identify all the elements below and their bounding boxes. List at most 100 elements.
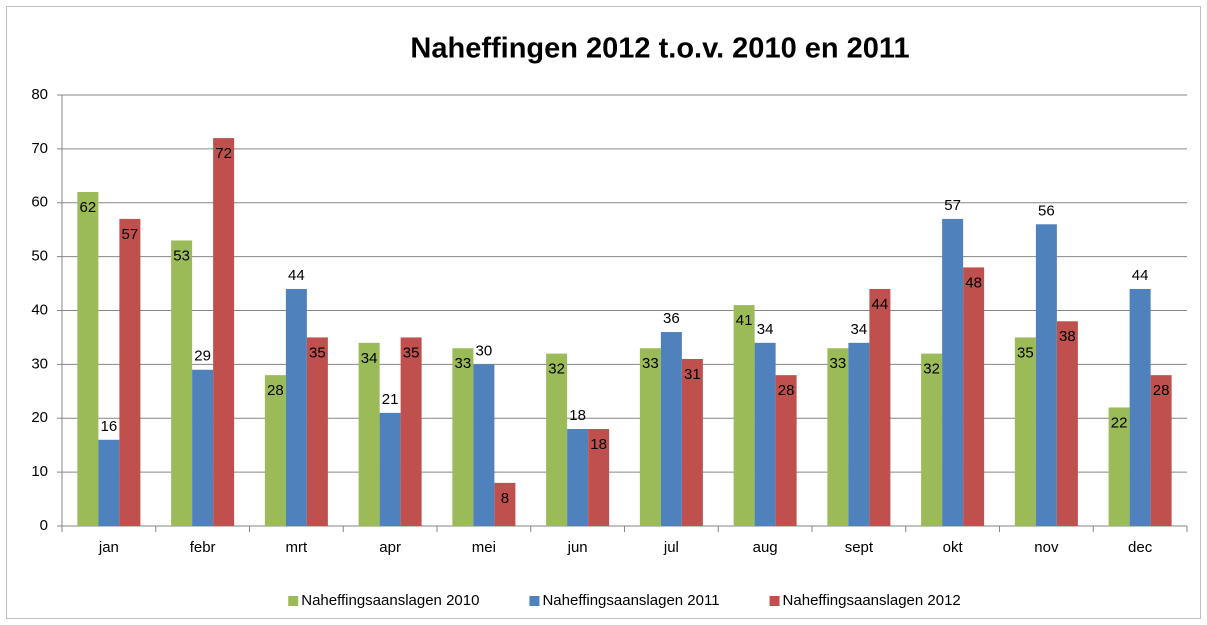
bar xyxy=(285,288,307,526)
bar xyxy=(775,375,797,526)
x-tick-label: jul xyxy=(663,539,679,556)
bar xyxy=(452,348,474,526)
y-tick-label: 50 xyxy=(31,248,48,265)
legend-swatch xyxy=(288,596,299,606)
legend-swatch xyxy=(769,596,780,606)
bar xyxy=(942,218,964,526)
x-tick-label: jan xyxy=(98,539,119,556)
bar xyxy=(213,138,235,526)
legend-label: Naheffingsaanslagen 2011 xyxy=(542,592,719,609)
y-tick-label: 40 xyxy=(31,301,48,318)
bar xyxy=(358,342,380,526)
bar xyxy=(660,332,682,526)
bar xyxy=(588,429,610,526)
data-label: 22 xyxy=(1111,414,1128,431)
bar xyxy=(754,342,776,526)
data-label: 44 xyxy=(288,267,305,284)
chart-title: Naheffingen 2012 t.o.v. 2010 en 2011 xyxy=(410,33,909,65)
data-label: 38 xyxy=(1059,328,1076,345)
x-tick-label: aug xyxy=(753,539,778,556)
legend-label: Naheffingsaanslagen 2010 xyxy=(301,592,479,609)
data-label: 8 xyxy=(501,490,509,507)
x-tick-label: febr xyxy=(190,539,216,556)
bar xyxy=(379,412,401,526)
data-label: 41 xyxy=(736,312,753,329)
x-tick-label: mrt xyxy=(286,539,308,556)
bar xyxy=(119,218,141,526)
data-label: 35 xyxy=(309,344,326,361)
y-tick-label: 80 xyxy=(31,86,48,103)
x-tick-label: dec xyxy=(1128,539,1153,556)
x-tick-label: sept xyxy=(845,539,874,556)
bar xyxy=(98,439,120,526)
bar xyxy=(1035,224,1057,527)
data-label: 28 xyxy=(778,382,795,399)
data-label: 33 xyxy=(642,355,659,372)
bar xyxy=(921,353,943,526)
data-label: 29 xyxy=(194,348,211,365)
data-label: 44 xyxy=(872,296,889,313)
bar xyxy=(264,375,286,526)
x-tick-label: nov xyxy=(1034,539,1059,556)
data-label: 33 xyxy=(455,355,472,372)
data-label: 32 xyxy=(923,361,940,378)
bar xyxy=(1014,337,1036,526)
y-tick-label: 30 xyxy=(31,355,48,372)
data-label: 33 xyxy=(830,355,847,372)
data-label: 57 xyxy=(122,226,139,243)
data-label: 30 xyxy=(476,342,493,359)
x-tick-label: okt xyxy=(943,539,964,556)
data-label: 18 xyxy=(569,407,586,424)
bar xyxy=(1056,321,1078,526)
bar xyxy=(192,369,214,526)
data-label: 28 xyxy=(1153,382,1170,399)
data-label: 53 xyxy=(173,247,190,264)
bar xyxy=(171,240,193,526)
data-label: 35 xyxy=(403,344,420,361)
data-label: 21 xyxy=(382,391,399,408)
data-label: 62 xyxy=(80,199,97,216)
data-label: 56 xyxy=(1038,202,1055,219)
y-tick-label: 70 xyxy=(31,140,48,157)
data-label: 48 xyxy=(965,274,982,291)
bar xyxy=(869,288,891,526)
bar xyxy=(473,364,495,526)
data-label: 34 xyxy=(361,350,378,367)
data-label: 35 xyxy=(1017,344,1034,361)
y-tick-label: 0 xyxy=(40,517,48,534)
bar xyxy=(733,305,755,526)
data-label: 18 xyxy=(590,436,607,453)
y-tick-label: 10 xyxy=(31,463,48,480)
bar xyxy=(546,353,568,526)
bar xyxy=(306,337,328,526)
x-tick-label: jun xyxy=(567,539,588,556)
legend-label: Naheffingsaanslagen 2012 xyxy=(783,592,961,609)
y-tick-label: 60 xyxy=(31,194,48,211)
data-label: 72 xyxy=(215,145,232,162)
legend-swatch xyxy=(529,596,540,606)
bar xyxy=(639,348,661,526)
bar xyxy=(567,429,589,526)
data-label: 31 xyxy=(684,366,701,383)
bar xyxy=(494,482,516,526)
data-label: 16 xyxy=(101,418,118,435)
legend: Naheffingsaanslagen 2010 Naheffingsaansla… xyxy=(288,592,961,609)
data-label: 44 xyxy=(1132,267,1149,284)
data-label: 34 xyxy=(757,321,774,338)
bar xyxy=(848,342,870,526)
bar xyxy=(1150,375,1172,526)
bar xyxy=(681,358,703,526)
data-label: 36 xyxy=(663,310,680,327)
data-label: 57 xyxy=(944,197,961,214)
bar xyxy=(1108,407,1130,526)
bar xyxy=(963,267,985,526)
data-label: 28 xyxy=(267,382,284,399)
data-label: 32 xyxy=(548,361,565,378)
bar xyxy=(77,191,99,526)
x-tick-label: mei xyxy=(472,539,496,556)
y-tick-label: 20 xyxy=(31,409,48,426)
bar xyxy=(1129,288,1151,526)
bar xyxy=(400,337,422,526)
bar xyxy=(827,348,849,526)
x-tick-label: apr xyxy=(379,539,401,556)
